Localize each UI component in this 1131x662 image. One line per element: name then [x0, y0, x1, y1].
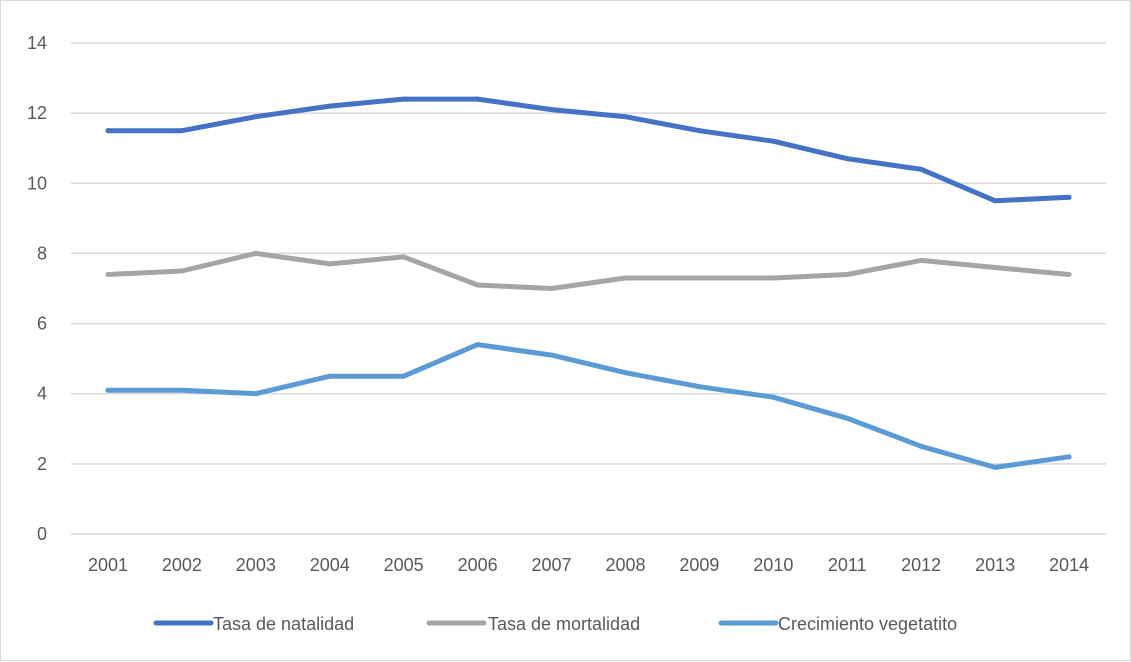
data-point — [475, 282, 481, 288]
data-point — [918, 443, 924, 449]
data-point — [475, 96, 481, 102]
x-axis-ticks: 2001 2002 2003 2004 2005 2006 2007 2008 2009 2010… — [88, 555, 1089, 575]
data-point — [844, 156, 850, 162]
data-point — [992, 198, 998, 204]
x-tick-label: 2004 — [310, 555, 350, 575]
data-point — [992, 464, 998, 470]
data-point — [622, 275, 628, 281]
data-point — [475, 342, 481, 348]
data-point — [179, 128, 185, 134]
y-tick-label: 10 — [27, 173, 47, 193]
x-tick-label: 2008 — [605, 555, 645, 575]
data-point — [179, 387, 185, 393]
x-tick-label: 2014 — [1049, 555, 1089, 575]
data-point — [253, 391, 259, 397]
series-line-1 — [105, 96, 1072, 204]
data-point — [770, 275, 776, 281]
data-point — [105, 387, 111, 393]
data-point — [1066, 194, 1072, 200]
data-point — [1066, 454, 1072, 460]
data-point — [179, 268, 185, 274]
x-tick-label: 2009 — [679, 555, 719, 575]
series-lines — [105, 96, 1072, 470]
x-tick-label: 2007 — [532, 555, 572, 575]
legend: Tasa de natalidad Tasa de mortalidad Creci… — [153, 614, 957, 634]
y-tick-label: 0 — [37, 524, 47, 544]
data-point — [401, 254, 407, 260]
x-tick-label: 2003 — [236, 555, 276, 575]
data-point — [696, 275, 702, 281]
gridlines — [71, 42, 1106, 535]
data-point — [770, 394, 776, 400]
data-point — [401, 373, 407, 379]
x-tick-label: 2006 — [458, 555, 498, 575]
data-point — [918, 257, 924, 263]
data-point — [844, 271, 850, 277]
x-tick-label: 2005 — [384, 555, 424, 575]
data-point — [1066, 271, 1072, 277]
y-tick-label: 8 — [37, 243, 47, 263]
legend-label-1: Tasa de natalidad — [213, 614, 354, 634]
data-point — [622, 370, 628, 376]
data-point — [105, 271, 111, 277]
x-tick-label: 2010 — [753, 555, 793, 575]
data-point — [696, 384, 702, 390]
legend-label-2: Tasa de mortalidad — [488, 614, 640, 634]
data-point — [696, 128, 702, 134]
y-tick-label: 14 — [27, 33, 47, 53]
y-axis-ticks: 0 2 4 6 8 10 12 14 — [27, 33, 47, 544]
data-point — [992, 264, 998, 270]
data-point — [549, 107, 555, 113]
data-point — [401, 96, 407, 102]
data-point — [253, 114, 259, 120]
x-tick-label: 2002 — [162, 555, 202, 575]
data-point — [327, 373, 333, 379]
data-point — [105, 128, 111, 134]
data-point — [549, 352, 555, 358]
data-point — [622, 114, 628, 120]
data-point — [327, 261, 333, 267]
x-tick-label: 2012 — [901, 555, 941, 575]
series-line-2 — [105, 250, 1072, 291]
data-point — [253, 250, 259, 256]
x-tick-label: 2011 — [828, 555, 867, 575]
data-point — [770, 138, 776, 144]
x-tick-label: 2013 — [975, 555, 1015, 575]
y-tick-label: 2 — [37, 454, 47, 474]
y-tick-label: 4 — [37, 384, 47, 404]
y-tick-label: 12 — [27, 103, 47, 123]
legend-label-3: Crecimiento vegetatito — [778, 614, 957, 634]
x-tick-label: 2001 — [88, 555, 128, 575]
data-point — [844, 415, 850, 421]
data-point — [549, 286, 555, 291]
series-line-3 — [105, 342, 1072, 470]
data-point — [327, 103, 333, 109]
y-tick-label: 6 — [37, 314, 47, 334]
data-point — [918, 166, 924, 172]
